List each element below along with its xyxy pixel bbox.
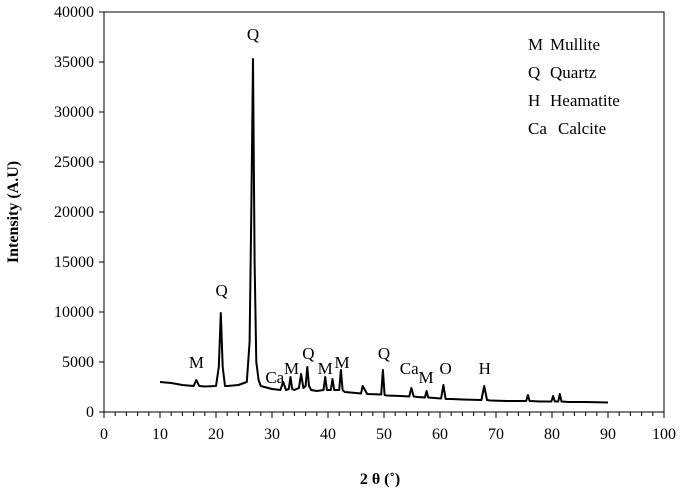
legend-code: Ca — [528, 119, 547, 138]
peak-label: Q — [215, 281, 227, 300]
y-tick-label: 20000 — [54, 204, 94, 221]
y-tick-label: 15000 — [54, 254, 94, 271]
x-tick-label: 10 — [152, 426, 168, 443]
y-tick-label: 5000 — [62, 354, 94, 371]
legend-name: Mullite — [550, 35, 600, 54]
y-tick-label: 35000 — [54, 54, 94, 71]
peak-label: Q — [302, 344, 314, 363]
x-tick-label: 40 — [320, 426, 336, 443]
x-tick-label: 100 — [652, 426, 676, 443]
peak-label: O — [439, 359, 451, 378]
y-tick-label: 0 — [86, 404, 94, 421]
x-tick-label: 80 — [544, 426, 560, 443]
x-tick-label: 0 — [100, 426, 108, 443]
x-tick-label: 50 — [376, 426, 392, 443]
peak-label: Ca — [400, 359, 419, 378]
data-layer — [159, 58, 609, 404]
legend-code: Q — [528, 63, 540, 82]
y-tick-label: 30000 — [54, 104, 94, 121]
legend-name: Heamatite — [550, 91, 620, 110]
y-tick-label: 25000 — [54, 154, 94, 171]
legend-code: M — [528, 35, 543, 54]
peak-label: H — [479, 359, 491, 378]
peak-label: M — [318, 359, 333, 378]
peak-label: M — [284, 359, 299, 378]
peak-label: Q — [247, 25, 259, 44]
x-tick-label: 90 — [600, 426, 616, 443]
xrd-pattern-line — [159, 58, 609, 404]
x-tick-label: 60 — [432, 426, 448, 443]
y-axis-title: Intensity (A.U) — [5, 161, 22, 263]
peak-label: M — [418, 368, 433, 387]
x-axis-title: 2 θ (˚) — [360, 471, 400, 488]
legend-name: Quartz — [550, 63, 597, 82]
peak-label: M — [334, 353, 349, 372]
y-tick-label: 40000 — [54, 4, 94, 21]
axes-layer: 0 10 20 30 40 50 60 70 80 90 100 0 5000 10000 15000 200… — [54, 4, 676, 443]
peak-label: Ca — [265, 368, 284, 387]
legend-name: Calcite — [558, 119, 606, 138]
peak-label: M — [189, 353, 204, 372]
peak-label: Q — [378, 344, 390, 363]
x-tick-label: 30 — [264, 426, 280, 443]
x-tick-label: 70 — [488, 426, 504, 443]
legend-code: H — [528, 91, 540, 110]
y-tick-label: 10000 — [54, 304, 94, 321]
x-tick-label: 20 — [208, 426, 224, 443]
